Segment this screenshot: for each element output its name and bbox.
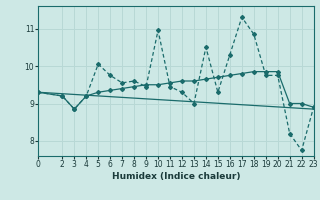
X-axis label: Humidex (Indice chaleur): Humidex (Indice chaleur) <box>112 172 240 181</box>
